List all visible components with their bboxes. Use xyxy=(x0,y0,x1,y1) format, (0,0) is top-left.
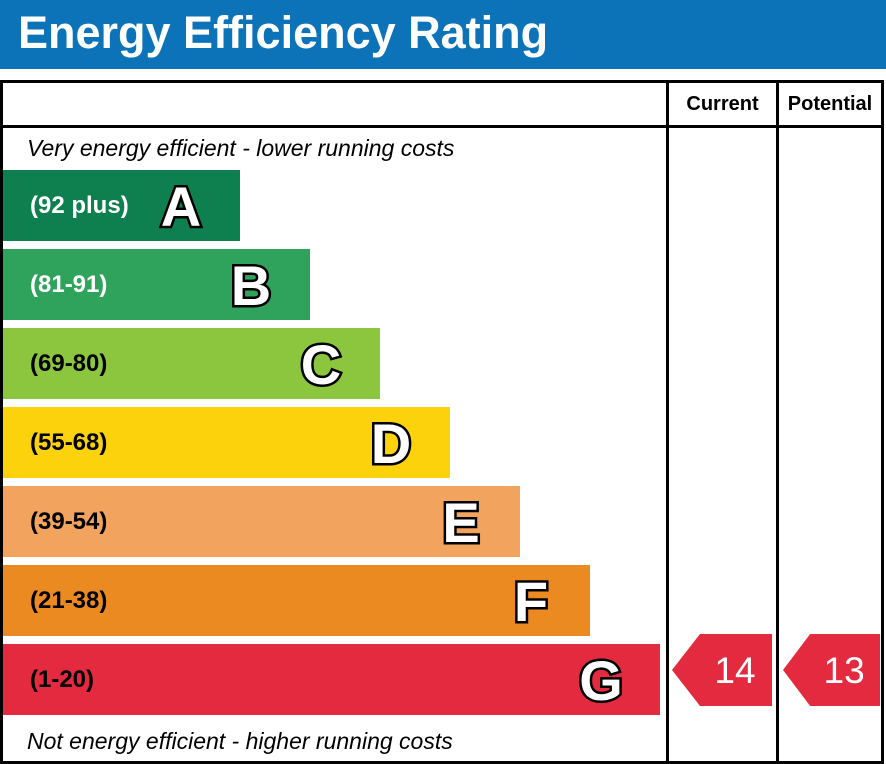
band-letter-f: F xyxy=(511,569,550,633)
band-letter-text: E xyxy=(442,491,479,554)
band-letter-text: C xyxy=(301,333,341,396)
band-range-label: (39-54) xyxy=(30,507,108,535)
band-bar-c: (69-80) C xyxy=(3,328,380,399)
band-letter-text: G xyxy=(579,649,623,712)
band-range-label: (81-91) xyxy=(30,270,108,298)
current-rating-value: 14 xyxy=(714,649,756,691)
band-row-a: (92 plus) A xyxy=(3,170,240,241)
band-row-f: (21-38) F xyxy=(3,565,590,636)
band-letter-text: B xyxy=(231,254,271,317)
energy-rating-table: Current Potential Very energy efficient … xyxy=(0,80,884,764)
band-range-label: (55-68) xyxy=(30,428,108,456)
band-bar-e: (39-54) E xyxy=(3,486,520,557)
potential-column-header: Potential xyxy=(787,92,873,115)
band-letter-text: F xyxy=(514,570,548,633)
current-column-header: Current xyxy=(686,92,759,115)
band-letter-d: D xyxy=(368,411,413,475)
band-letter-e: E xyxy=(440,490,482,554)
band-bar-a: (92 plus) A xyxy=(3,170,240,241)
title-banner: Energy Efficiency Rating xyxy=(0,0,886,69)
potential-rating-arrow: 13 xyxy=(783,634,880,706)
band-row-d: (55-68) D xyxy=(3,407,450,478)
band-letter-text: D xyxy=(371,412,411,475)
potential-rating-value: 13 xyxy=(823,649,865,691)
band-letter-g: G xyxy=(577,648,626,712)
band-bar-b: (81-91) B xyxy=(3,249,310,320)
band-range-label: (21-38) xyxy=(30,586,108,614)
band-letter-b: B xyxy=(228,253,273,317)
page-title: Energy Efficiency Rating xyxy=(18,7,549,58)
band-row-b: (81-91) B xyxy=(3,249,310,320)
band-letter-a: A xyxy=(158,174,203,238)
band-range-label: (1-20) xyxy=(30,665,95,693)
header-row-divider xyxy=(3,125,881,128)
band-row-e: (39-54) E xyxy=(3,486,520,557)
band-row-c: (69-80) C xyxy=(3,328,380,399)
column-divider-current-potential xyxy=(776,83,779,761)
column-divider-main-current xyxy=(666,83,669,761)
band-row-g: (1-20) G xyxy=(3,644,660,715)
band-bar-d: (55-68) D xyxy=(3,407,450,478)
band-range-label: (69-80) xyxy=(30,349,108,377)
band-letter-text: A xyxy=(161,175,201,238)
band-bar-g: (1-20) G xyxy=(3,644,660,715)
current-rating-arrow: 14 xyxy=(672,634,772,706)
bottom-note: Not energy efficient - higher running co… xyxy=(27,728,453,754)
band-letter-c: C xyxy=(298,332,343,396)
band-bar-f: (21-38) F xyxy=(3,565,590,636)
top-note: Very energy efficient - lower running co… xyxy=(27,135,455,161)
band-range-label: (92 plus) xyxy=(30,191,129,219)
